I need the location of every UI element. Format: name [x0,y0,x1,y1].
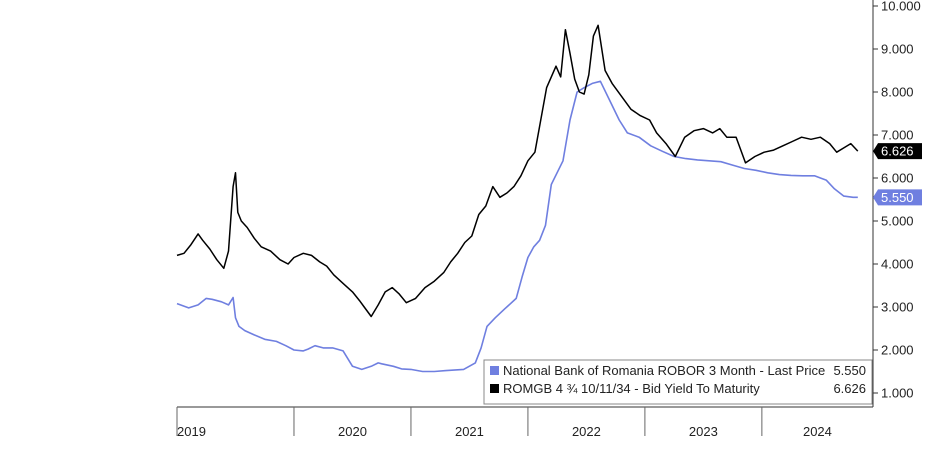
y-tick-label: 7.000 [881,128,914,143]
y-tick-label: 4.000 [881,257,914,272]
x-axis: 2019 2020 2021 2022 2023 2024 [176,407,832,439]
y-tick-label: 9.000 [881,42,914,57]
x-tick-label: 2019 [177,424,206,439]
plot-area [176,24,859,373]
last-value-tag [873,143,922,160]
legend: National Bank of Romania ROBOR 3 Month -… [483,359,873,405]
legend-swatch [490,366,499,375]
y-axis: 1.000 2.000 3.000 4.000 5.000 6.000 7.000 8.000… [873,0,921,401]
series-lines [176,24,859,373]
y-tick-label: 10.000 [881,0,921,14]
x-tick-label: 2023 [689,424,718,439]
last-value-label: 5.550 [881,190,914,205]
legend-label: National Bank of Romania ROBOR 3 Month -… [503,363,825,378]
last-value-tag [873,189,922,206]
last-value-label: 6.626 [881,144,914,159]
y-tick-label: 3.000 [881,300,914,315]
last-value-labels: 6.626 5.550 [873,143,922,206]
x-tick-label: 2024 [803,424,832,439]
y-tick-label: 5.000 [881,214,914,229]
y-tick-label: 1.000 [881,386,914,401]
x-tick-label: 2020 [338,424,367,439]
legend-value: 6.626 [833,381,866,396]
series-line-1 [176,80,858,373]
legend-swatch [490,384,499,393]
x-tick-label: 2022 [572,424,601,439]
legend-box [483,359,873,405]
legend-value: 5.550 [833,363,866,378]
series-line-2 [176,24,859,318]
y-tick-label: 2.000 [881,343,914,358]
legend-label: ROMGB 4 ¾ 10/11/34 - Bid Yield To Maturi… [503,381,760,396]
y-tick-label: 6.000 [881,171,914,186]
x-tick-label: 2021 [455,424,484,439]
y-tick-label: 8.000 [881,85,914,100]
